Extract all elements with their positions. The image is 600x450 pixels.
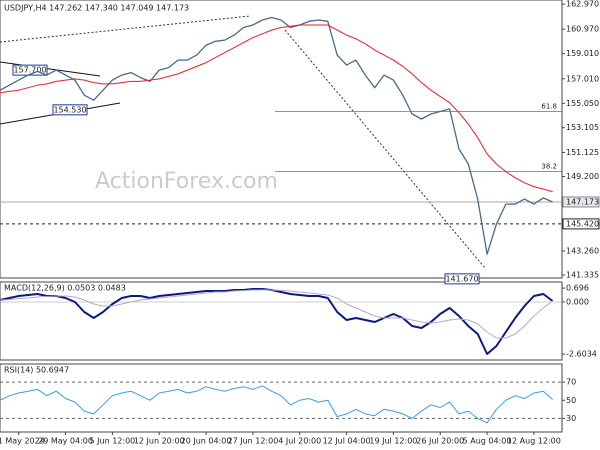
y-tick-label: 50 [566, 396, 576, 405]
series-line [0, 24, 553, 193]
macd-title: MACD(12,26,9) 0.0503 0.0483 [4, 284, 126, 293]
y-tick-label: 0.696 [566, 284, 589, 293]
y-tick-label: 141.335 [566, 271, 599, 280]
y-tick-label: 149.200 [566, 172, 599, 181]
series-line [0, 289, 553, 339]
x-tick-label: 20 Jun 04:00 [181, 437, 232, 446]
level-box [52, 104, 88, 116]
x-tick-label: 12 Jun 20:00 [134, 437, 185, 446]
fib-label: 61.8 [541, 102, 557, 110]
level-box [444, 273, 480, 285]
y-tick-label: 153.105 [566, 123, 599, 132]
y-tick-label: 160.970 [566, 25, 599, 34]
watermark: ActionForex.com [95, 169, 278, 194]
series-line [0, 385, 553, 424]
rsi-title: RSI(14) 50.6947 [4, 366, 69, 375]
trendline [284, 29, 486, 269]
rsi-panel [0, 363, 563, 433]
x-tick-label: 12 Jul 04:00 [323, 437, 371, 446]
x-tick-label: 21 May 2024 [0, 437, 45, 446]
support-label: 145.420 [566, 219, 599, 228]
price-title: USDJPY,H4 147.262 147.340 147.049 147.17… [4, 4, 189, 13]
level-label: 154.530 [53, 105, 86, 114]
trendline [0, 15, 251, 43]
fib-label: 38.2 [541, 163, 557, 171]
y-tick-label: 30 [566, 414, 576, 423]
macd-panel [0, 281, 563, 361]
last-price-label: 147.173 [566, 197, 599, 206]
level-box [12, 64, 48, 76]
y-tick-label: 0.000 [566, 298, 589, 307]
y-tick-label: 157.010 [566, 74, 599, 83]
x-tick-label: 5 Jun 12:00 [90, 437, 136, 446]
x-tick-label: 19 Jul 12:00 [369, 437, 417, 446]
x-tick-label: 12 Aug 12:00 [507, 437, 561, 446]
channel-line [0, 61, 101, 77]
x-tick-label: 5 Aug 04:00 [463, 437, 512, 446]
x-tick-label: 4 Jul 20:00 [278, 437, 321, 446]
x-tick-label: 26 Jul 20:00 [416, 437, 464, 446]
y-tick-label: 155.050 [566, 99, 599, 108]
price-panel [0, 0, 563, 279]
y-tick-label: 162.970 [566, 0, 599, 9]
y-tick-label: 143.260 [566, 246, 599, 255]
last-price-tag [562, 196, 600, 208]
y-tick-label: 151.125 [566, 148, 599, 157]
level-label: 141.670 [445, 274, 478, 283]
y-tick-label: 70 [566, 378, 576, 387]
series-line [0, 288, 554, 355]
y-tick-label: 159.010 [566, 49, 599, 58]
support-tag [562, 218, 600, 230]
x-tick-label: 29 May 04:00 [38, 437, 93, 446]
x-tick-label: 27 Jun 12:00 [227, 437, 278, 446]
series-line [0, 16, 553, 255]
y-tick-label: -2.6034 [566, 350, 597, 359]
level-label: 157.700 [13, 66, 46, 75]
